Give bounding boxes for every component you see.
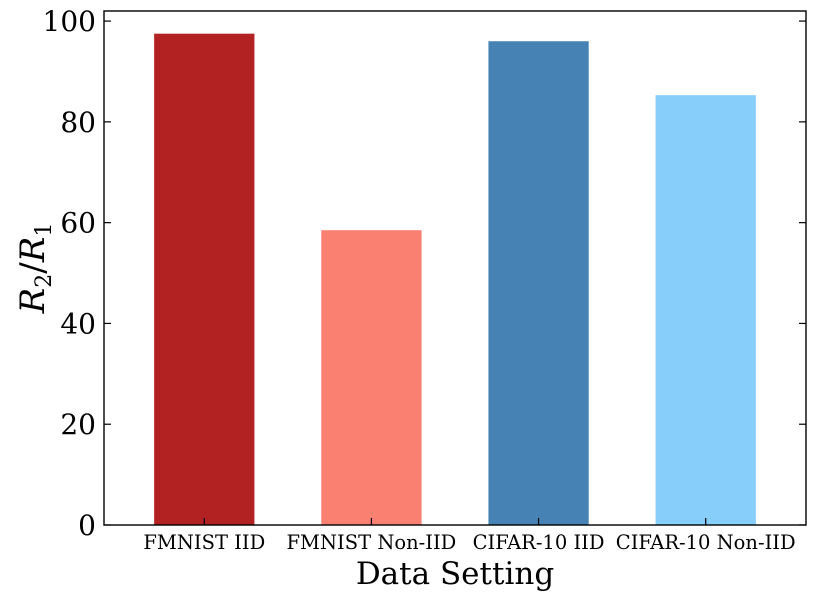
- x-tick-label: CIFAR-10 IID: [473, 531, 605, 554]
- y-tick-label: 40: [60, 307, 96, 340]
- y-axis-title-base-2: R: [13, 237, 53, 264]
- y-tick-label: 0: [78, 509, 96, 542]
- y-axis-title: R2/R1: [13, 223, 57, 315]
- bar-fmnist-iid: [154, 33, 255, 525]
- x-tick-label: CIFAR-10 Non-IID: [616, 531, 796, 554]
- x-tick-label: FMNIST Non-IID: [287, 531, 457, 554]
- bar-cifar-10-iid: [488, 41, 589, 526]
- x-tick-label: FMNIST IID: [143, 531, 265, 554]
- y-tick-label: 20: [60, 408, 96, 441]
- y-axis-ticks: 0 20 40 60 80 100: [43, 5, 806, 542]
- bar-fmnist-non-iid: [321, 230, 422, 526]
- bars-group: [154, 33, 756, 526]
- y-axis-title-denominator-subscript: 1: [32, 223, 57, 237]
- y-axis-title-numerator-subscript: 2: [32, 274, 57, 288]
- y-axis-title-base: R: [13, 288, 53, 315]
- plot-frame: [103, 10, 807, 526]
- bar-cifar-10-non-iid: [655, 95, 756, 525]
- y-tick-label: 80: [60, 106, 96, 139]
- y-tick-label: 60: [60, 207, 96, 240]
- svg-text:R2/R1: R2/R1: [13, 223, 57, 315]
- x-axis-title: Data Setting: [356, 556, 554, 592]
- x-axis-ticks: FMNIST IID FMNIST Non-IID CIFAR-10 IID CIFA…: [143, 518, 796, 554]
- y-tick-label: 100: [43, 5, 96, 38]
